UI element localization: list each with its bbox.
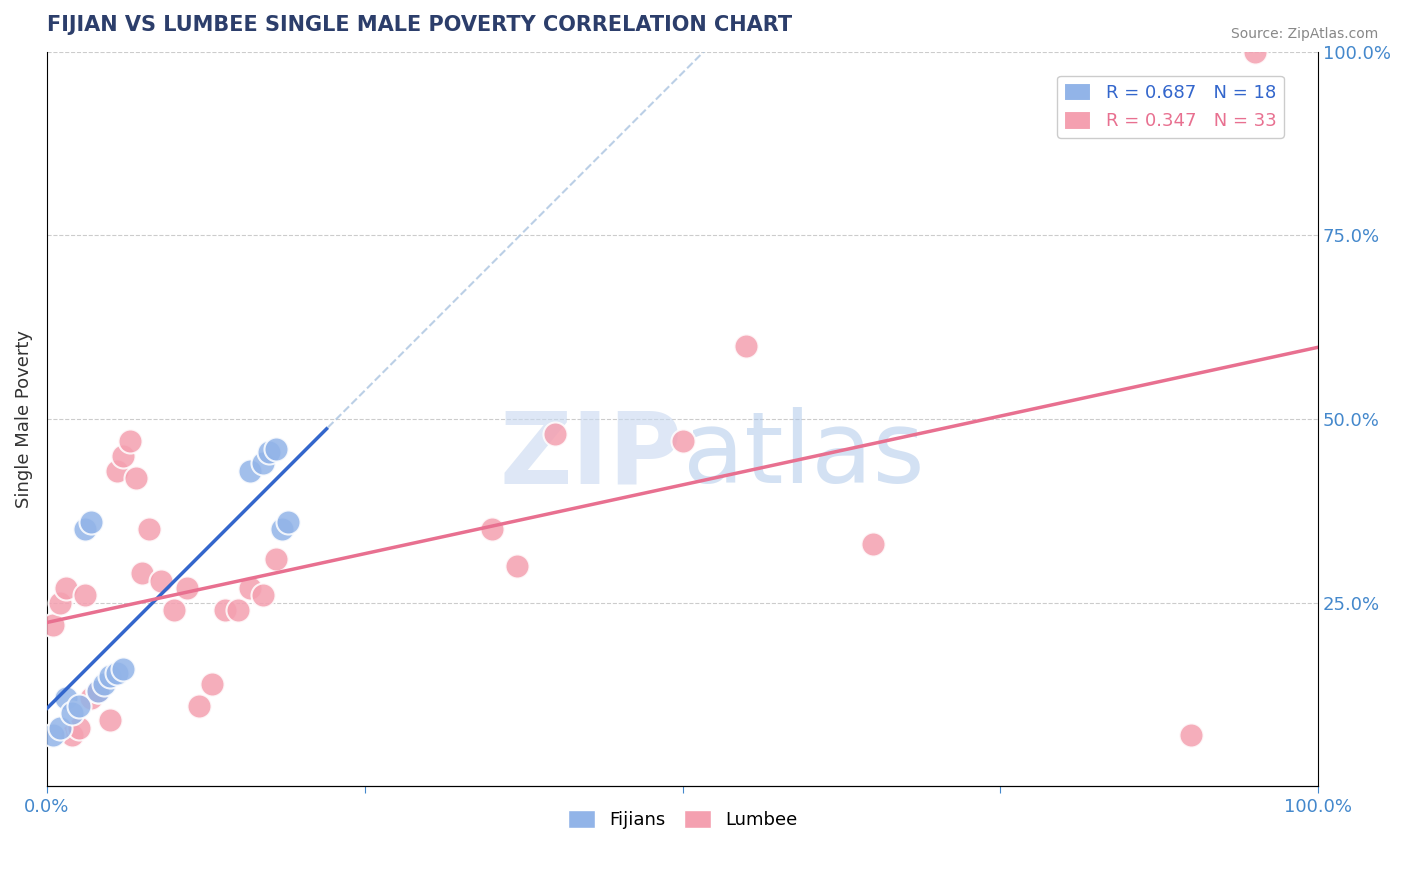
Point bbox=[239, 464, 262, 478]
Point bbox=[131, 566, 153, 581]
Point bbox=[80, 691, 103, 706]
Point bbox=[67, 698, 90, 713]
Point bbox=[112, 662, 135, 676]
Point bbox=[138, 522, 160, 536]
Point bbox=[1243, 45, 1265, 59]
Y-axis label: Single Male Poverty: Single Male Poverty bbox=[15, 330, 32, 508]
Point bbox=[176, 581, 198, 595]
Point bbox=[60, 728, 83, 742]
Point bbox=[226, 603, 249, 617]
Point bbox=[105, 464, 128, 478]
Point bbox=[1180, 728, 1202, 742]
Point bbox=[42, 618, 65, 632]
Point bbox=[125, 471, 148, 485]
Point bbox=[252, 456, 274, 470]
Text: Source: ZipAtlas.com: Source: ZipAtlas.com bbox=[1230, 27, 1378, 41]
Point bbox=[163, 603, 186, 617]
Point bbox=[188, 698, 211, 713]
Point bbox=[201, 676, 224, 690]
Point bbox=[214, 603, 236, 617]
Point bbox=[506, 559, 529, 574]
Point bbox=[259, 445, 281, 459]
Point bbox=[80, 515, 103, 529]
Point bbox=[150, 574, 173, 588]
Point bbox=[735, 339, 758, 353]
Point bbox=[60, 706, 83, 720]
Point bbox=[87, 684, 110, 698]
Point bbox=[105, 665, 128, 680]
Text: FIJIAN VS LUMBEE SINGLE MALE POVERTY CORRELATION CHART: FIJIAN VS LUMBEE SINGLE MALE POVERTY COR… bbox=[46, 15, 792, 35]
Point bbox=[42, 728, 65, 742]
Point bbox=[87, 684, 110, 698]
Point bbox=[67, 721, 90, 735]
Text: atlas: atlas bbox=[682, 408, 924, 504]
Point bbox=[55, 691, 77, 706]
Point bbox=[118, 434, 141, 449]
Point bbox=[73, 522, 96, 536]
Point bbox=[93, 676, 115, 690]
Point bbox=[264, 551, 287, 566]
Point bbox=[239, 581, 262, 595]
Legend: Fijians, Lumbee: Fijians, Lumbee bbox=[561, 803, 804, 836]
Point bbox=[48, 721, 70, 735]
Point bbox=[48, 596, 70, 610]
Point bbox=[73, 589, 96, 603]
Point bbox=[55, 581, 77, 595]
Point bbox=[862, 537, 884, 551]
Point bbox=[112, 449, 135, 463]
Point bbox=[271, 522, 294, 536]
Point bbox=[100, 669, 122, 683]
Point bbox=[671, 434, 693, 449]
Point bbox=[544, 426, 567, 441]
Point bbox=[100, 714, 122, 728]
Point bbox=[277, 515, 299, 529]
Point bbox=[252, 589, 274, 603]
Point bbox=[481, 522, 503, 536]
Text: ZIP: ZIP bbox=[499, 408, 682, 504]
Point bbox=[264, 442, 287, 456]
